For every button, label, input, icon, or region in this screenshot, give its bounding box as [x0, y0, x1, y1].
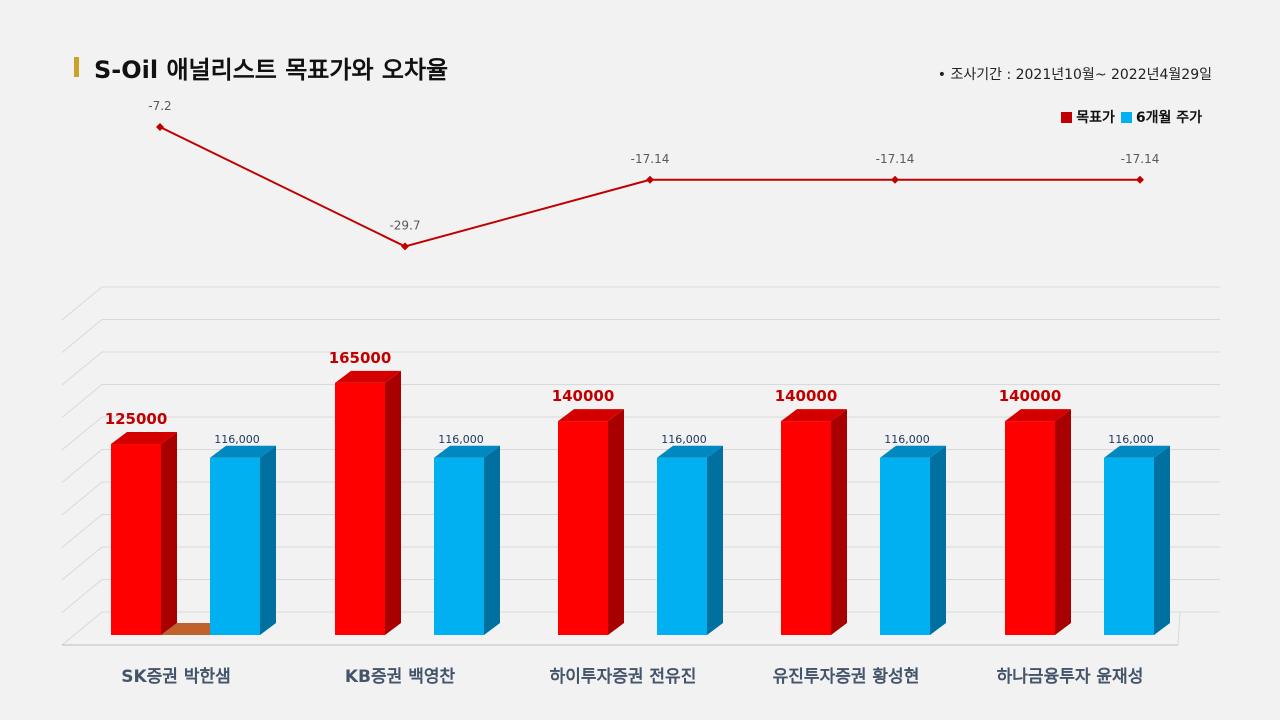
data-label-price: 116,000 — [1108, 433, 1154, 446]
error-rate-point — [156, 123, 164, 131]
legend-item-price: 6개월 주가 — [1120, 107, 1202, 127]
category-label: KB증권 백영찬 — [345, 667, 456, 687]
gridline-side — [61, 319, 103, 353]
gridline-side — [61, 546, 103, 581]
bar-price-top — [1104, 445, 1170, 458]
error-rate-label: -7.2 — [148, 99, 171, 113]
bar-price-top — [210, 445, 276, 458]
gridline-side — [61, 611, 103, 646]
bar-price-front — [1104, 457, 1154, 635]
error-rate-line — [159, 126, 1140, 248]
gridline-side — [61, 514, 103, 548]
gridline-side — [61, 351, 103, 386]
gridline-side — [61, 579, 103, 613]
error-rate-label: -17.14 — [876, 152, 915, 166]
data-label-target: 165000 — [329, 349, 392, 367]
bar-target-front — [111, 444, 161, 635]
bar-target-side — [608, 409, 624, 635]
bar-price-side — [484, 445, 500, 635]
bar-price-top — [880, 445, 946, 458]
error-rate-point — [401, 242, 409, 251]
error-rate-point — [1136, 175, 1144, 184]
gridline-side — [61, 286, 103, 321]
bar-target-top — [558, 409, 624, 422]
bar-target-front — [1005, 421, 1055, 635]
data-label-target: 140000 — [999, 387, 1062, 405]
legend-label-target: 목표가 — [1076, 110, 1115, 126]
error-rate-label: -17.14 — [1121, 152, 1160, 166]
legend-swatch-target — [1061, 111, 1073, 123]
bar-target-front — [558, 421, 608, 635]
bar-target-top — [1005, 409, 1071, 422]
data-label-price: 116,000 — [438, 433, 484, 446]
gridline-side — [61, 449, 103, 483]
category-label: 유진투자증권 황성현 — [773, 667, 920, 687]
category-label: 하나금융투자 윤재성 — [997, 667, 1144, 687]
gridline-side — [61, 481, 103, 516]
category-label: 하이투자증권 전유진 — [550, 667, 697, 687]
bar-price-side — [1154, 445, 1170, 635]
axis-floor-right — [1177, 611, 1181, 646]
bar-target-top — [781, 409, 847, 422]
page-title: S-Oil 애널리스트 목표가와 오차율 — [94, 56, 449, 84]
survey-period: • 조사기간 : 2021년10월~ 2022년4월29일 — [937, 67, 1212, 83]
data-label-target: 140000 — [552, 387, 615, 405]
legend-item-target: 목표가 — [1061, 107, 1115, 127]
bar-target-side — [1055, 409, 1071, 635]
error-rate-label: -17.14 — [631, 152, 670, 166]
legend-label-price: 6개월 주가 — [1135, 110, 1202, 126]
error-rate-point — [891, 175, 899, 184]
bar-target-front — [781, 421, 831, 635]
bar-price-side — [260, 445, 276, 635]
bar-price-side — [707, 445, 723, 635]
legend: 목표가 6개월 주가 — [1061, 107, 1202, 127]
category-label: SK증권 박한샘 — [121, 667, 231, 687]
data-label-price: 116,000 — [214, 433, 260, 446]
data-label-target: 125000 — [105, 410, 168, 428]
bar-price-front — [880, 457, 930, 635]
bar-target-top — [111, 432, 177, 445]
bar-price-front — [657, 457, 707, 635]
bar-price-top — [657, 445, 723, 458]
title-accent-bar — [74, 57, 79, 77]
error-rate-point — [646, 175, 654, 184]
data-label-target: 140000 — [775, 387, 838, 405]
legend-swatch-price — [1120, 111, 1132, 123]
bar-target-side — [161, 432, 177, 635]
gridline-side — [61, 384, 103, 418]
data-label-price: 116,000 — [661, 433, 707, 446]
bar-price-front — [434, 457, 484, 635]
bar-target-side — [385, 370, 401, 635]
floor-gap-piece — [161, 623, 210, 635]
error-rate-label: -29.7 — [389, 218, 420, 232]
data-label-price: 116,000 — [884, 433, 930, 446]
bar-price-top — [434, 445, 500, 458]
bar-price-front — [210, 457, 260, 635]
bar-target-side — [831, 409, 847, 635]
bar-price-side — [930, 445, 946, 635]
bar-target-front — [335, 382, 385, 635]
gridline-side — [61, 416, 103, 451]
bar-target-top — [335, 370, 401, 383]
